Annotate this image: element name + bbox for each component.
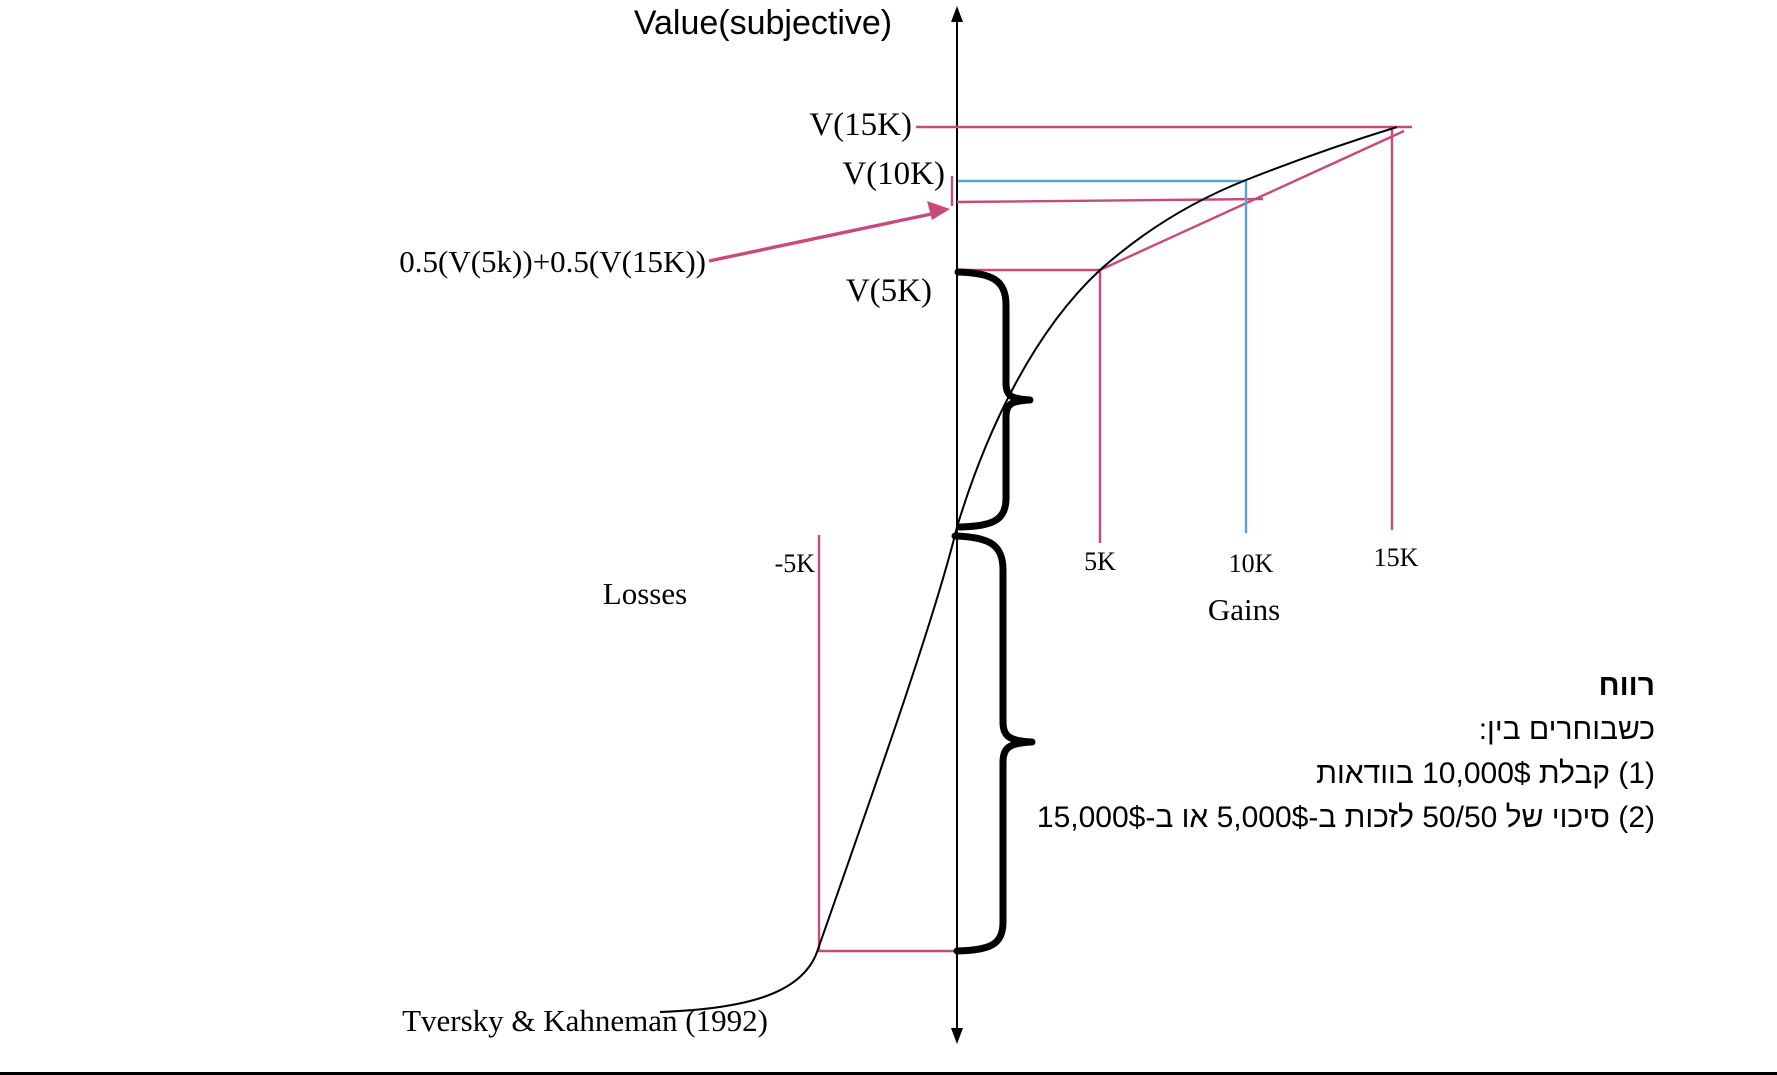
brace-losses: [951, 532, 1036, 955]
brace-gains: [954, 268, 1034, 531]
pointer-arrow-shaft: [708, 211, 937, 263]
gains-label: Gains: [1207, 592, 1281, 627]
y-axis-title: Value(subjective): [633, 4, 893, 42]
expected-value-label: 0.5(V(5k))+0.5(V(15K)): [399, 244, 706, 279]
hebrew-option2-line: (2) סיכוי של 50/50 לזכות ב-5,000$ או ב-1…: [1036, 801, 1655, 834]
v10k-label: V(10K): [842, 156, 945, 192]
expected-value-line: [956, 197, 1264, 204]
value-function-curve: [659, 126, 1398, 1013]
pointer-arrowhead-icon: [927, 201, 950, 220]
chord-5k-15k: [1099, 129, 1405, 272]
hebrew-heading: רווח: [1598, 669, 1655, 702]
y-axis-arrow-up-icon: [951, 6, 963, 22]
y-axis-arrow-down-icon: [951, 1028, 963, 1044]
hebrew-option1-line: (1) קבלת 10,000$ בוודאות: [1316, 757, 1655, 790]
hebrew-choose-line: כשבוחרים בין:: [1478, 713, 1655, 746]
losses-label: Losses: [602, 576, 688, 611]
tick-10k: 10K: [1228, 549, 1274, 578]
tick-5k: 5K: [1084, 547, 1116, 576]
v15k-label: V(15K): [809, 107, 912, 143]
tick-15k: 15K: [1373, 543, 1419, 572]
hebrew-note-block: רווח כשבוחרים בין: (1) קבלת 10,000$ בווד…: [1037, 664, 1655, 840]
citation-label: Tversky & Kahneman (1992): [402, 1003, 768, 1038]
line-10k-blue: [958, 179, 1248, 533]
tick-neg5k: -5K: [774, 549, 815, 578]
v5k-label: V(5K): [845, 273, 932, 309]
slide-bottom-border: [0, 1072, 1777, 1075]
